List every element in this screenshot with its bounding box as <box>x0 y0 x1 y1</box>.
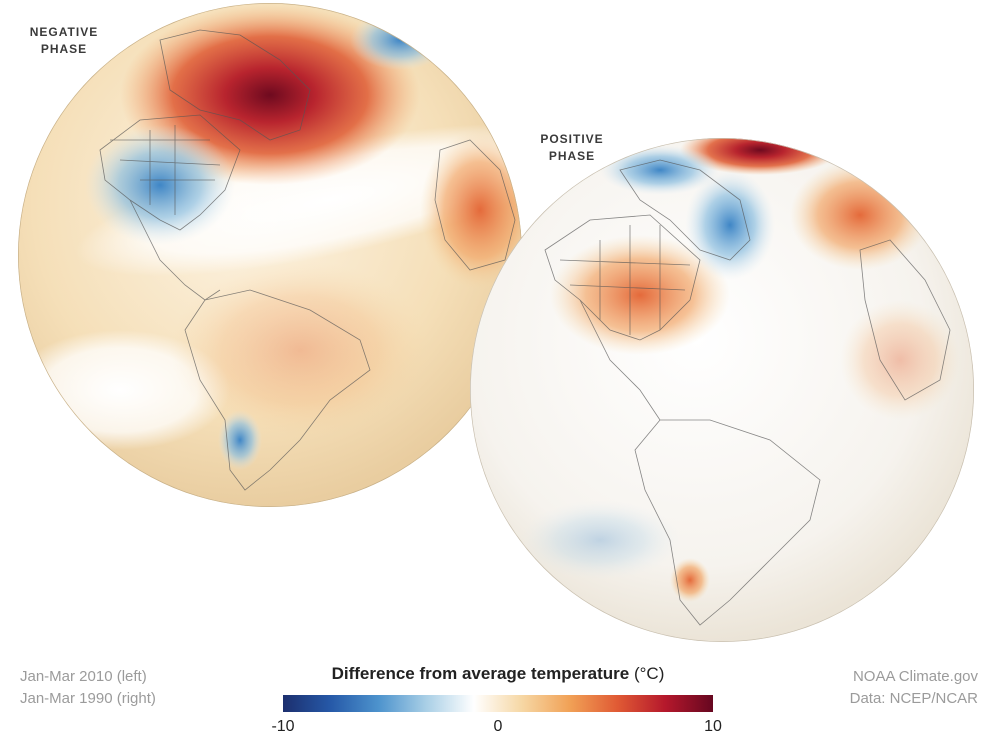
credit-data: Data: NCEP/NCAR <box>849 690 978 707</box>
colorbar-min-label: -10 <box>271 718 295 735</box>
credit-noaa: NOAA Climate.gov <box>852 668 978 685</box>
legend-unit: (°C) <box>633 664 665 683</box>
date-caption: Jan-Mar 2010 (left) Jan-Mar 1990 (right) <box>20 666 156 710</box>
colorbar-max-label: 10 <box>704 718 722 735</box>
legend-title-text: Difference from average temperature <box>331 664 630 683</box>
positive-phase-globe <box>470 138 974 642</box>
legend-title: Difference from average temperature (°C) <box>282 664 714 684</box>
temperature-colorbar <box>283 695 713 712</box>
date-caption-left: Jan-Mar 2010 (left) <box>20 668 147 685</box>
colorbar-mid-label: 0 <box>493 718 503 735</box>
positive-phase-label: POSITIVE PHASE <box>540 132 604 163</box>
negative-phase-label: NEGATIVE PHASE <box>29 25 99 56</box>
globe-maps <box>18 3 974 642</box>
date-caption-right: Jan-Mar 1990 (right) <box>20 690 156 707</box>
negative-phase-globe <box>18 3 522 507</box>
source-credit: NOAA Climate.gov Data: NCEP/NCAR <box>850 666 978 710</box>
